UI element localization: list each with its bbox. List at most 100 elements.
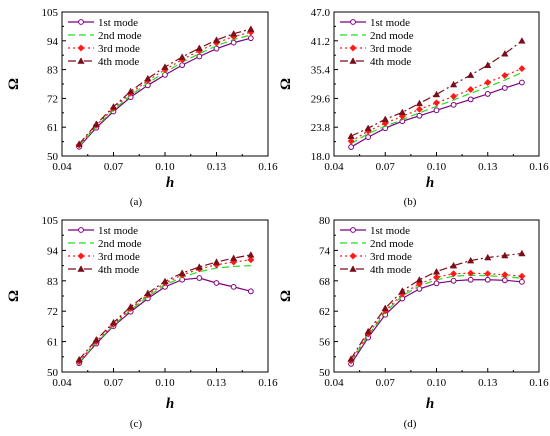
legend-entry: 1st mode bbox=[98, 17, 138, 29]
x-tick-label: 0.07 bbox=[104, 377, 124, 389]
data-point bbox=[501, 271, 509, 279]
data-point bbox=[467, 96, 474, 103]
data-point bbox=[518, 65, 526, 73]
x-tick-label: 0.10 bbox=[155, 161, 175, 173]
data-point bbox=[247, 288, 254, 295]
y-tick-label: 94 bbox=[47, 36, 59, 48]
legend-entry: 3rd mode bbox=[98, 43, 140, 55]
data-point bbox=[467, 256, 475, 264]
x-axis-label: h bbox=[166, 396, 174, 412]
legend-entry: 2nd mode bbox=[98, 30, 142, 42]
data-point bbox=[127, 87, 135, 95]
data-point bbox=[467, 71, 475, 78]
y-tick-label: 61 bbox=[47, 337, 58, 349]
legend-entry: 1st mode bbox=[370, 225, 410, 237]
data-point bbox=[450, 101, 457, 108]
data-point bbox=[484, 276, 491, 283]
y-tick-label: 23.8 bbox=[311, 122, 331, 134]
data-point bbox=[433, 280, 440, 287]
data-point bbox=[144, 289, 152, 297]
legend-entry: 4th mode bbox=[98, 56, 139, 68]
data-point bbox=[92, 335, 100, 343]
data-point bbox=[450, 270, 458, 278]
data-point bbox=[484, 91, 491, 97]
legend-entry: 4th mode bbox=[98, 264, 139, 276]
y-tick-label: 68 bbox=[319, 276, 331, 288]
panel-label: (c) bbox=[130, 418, 143, 430]
data-point bbox=[364, 124, 372, 132]
data-point bbox=[415, 99, 424, 107]
x-tick-label: 0.04 bbox=[324, 161, 344, 173]
data-point bbox=[501, 277, 508, 284]
panel-label: (d) bbox=[404, 418, 417, 430]
data-point bbox=[364, 327, 372, 335]
x-axis-label: h bbox=[426, 175, 434, 191]
data-point bbox=[484, 253, 492, 261]
data-point bbox=[195, 263, 203, 270]
data-point bbox=[75, 355, 83, 363]
data-point bbox=[519, 79, 525, 86]
data-point bbox=[212, 258, 221, 265]
data-point bbox=[230, 283, 237, 290]
data-point bbox=[501, 49, 509, 57]
y-tick-label: 47.0 bbox=[311, 7, 331, 19]
data-point bbox=[415, 105, 423, 113]
legend-marker bbox=[349, 57, 357, 64]
data-point bbox=[347, 137, 355, 145]
x-tick-label: 0.16 bbox=[529, 377, 549, 389]
data-point bbox=[196, 275, 203, 281]
x-tick-label: 0.16 bbox=[258, 161, 278, 173]
data-point bbox=[484, 61, 492, 68]
data-point bbox=[196, 53, 203, 60]
y-tick-label: 41.2 bbox=[311, 36, 330, 48]
y-axis-label: Ω bbox=[278, 78, 294, 90]
chart-panel-d: 0.04 0.07 0.10 0.13 0.16 50 56 62 68 74 80 Ωh 1st mo… bbox=[278, 215, 549, 430]
data-point bbox=[109, 103, 118, 110]
x-tick-label: 0.13 bbox=[478, 161, 498, 173]
legend-marker bbox=[77, 265, 85, 272]
data-point bbox=[518, 272, 526, 280]
x-tick-label: 0.10 bbox=[427, 161, 447, 173]
x-axis-label: h bbox=[426, 396, 434, 412]
chart-panel-a: 0.04 0.07 0.10 0.13 0.16 50 61 72 83 94 105 Ωh 1st m… bbox=[6, 7, 278, 208]
y-tick-label: 62 bbox=[319, 306, 330, 318]
y-tick-label: 29.6 bbox=[311, 93, 331, 105]
y-tick-label: 50 bbox=[47, 151, 59, 163]
data-point bbox=[230, 39, 237, 46]
legend-marker bbox=[349, 44, 357, 52]
data-point bbox=[247, 25, 255, 32]
legend-entry: 4th mode bbox=[370, 56, 411, 68]
legend-marker bbox=[77, 57, 85, 64]
y-tick-label: 74 bbox=[319, 245, 331, 257]
y-tick-label: 83 bbox=[47, 276, 59, 288]
data-point bbox=[416, 112, 423, 119]
x-tick-label: 0.07 bbox=[376, 161, 396, 173]
data-point bbox=[127, 303, 135, 310]
data-point bbox=[432, 99, 441, 107]
x-tick-label: 0.04 bbox=[324, 377, 344, 389]
x-tick-label: 0.16 bbox=[258, 377, 278, 389]
y-tick-label: 80 bbox=[319, 215, 331, 227]
legend-marker bbox=[349, 265, 357, 272]
x-tick-label: 0.10 bbox=[155, 377, 175, 389]
data-point bbox=[212, 36, 221, 43]
series-line-2 bbox=[350, 274, 522, 363]
data-point bbox=[213, 280, 220, 286]
data-point bbox=[75, 140, 83, 147]
y-tick-label: 83 bbox=[47, 65, 59, 77]
data-point bbox=[450, 277, 457, 284]
data-point bbox=[247, 35, 254, 42]
data-point bbox=[501, 251, 509, 259]
legend-entry: 3rd mode bbox=[98, 251, 140, 263]
y-axis-label: Ω bbox=[6, 78, 22, 90]
y-tick-label: 105 bbox=[42, 215, 59, 227]
data-point bbox=[92, 120, 100, 127]
data-point bbox=[179, 62, 186, 69]
y-tick-label: 56 bbox=[319, 337, 331, 349]
legend-entry: 4th mode bbox=[370, 264, 411, 276]
y-axis-label: Ω bbox=[6, 290, 22, 302]
data-point bbox=[518, 249, 526, 257]
legend-marker bbox=[78, 19, 84, 25]
data-point bbox=[381, 304, 389, 311]
